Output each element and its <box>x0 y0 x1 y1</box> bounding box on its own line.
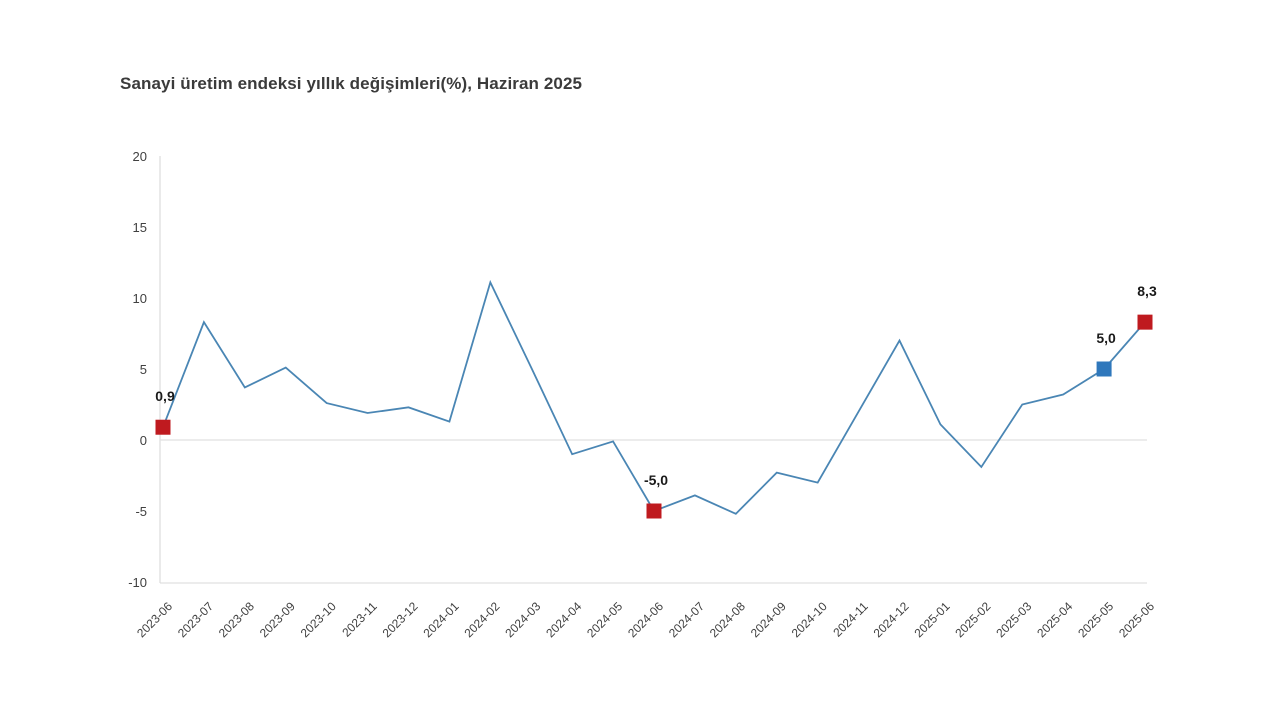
x-tick-label: 2025-02 <box>952 599 993 640</box>
x-tick-label: 2024-11 <box>830 599 871 640</box>
x-tick-label: 2023-10 <box>298 599 339 640</box>
x-tick-label: 2023-08 <box>216 599 257 640</box>
highlight-marker <box>646 503 662 519</box>
x-tick-label: 2024-06 <box>625 599 666 640</box>
x-tick-label: 2025-05 <box>1075 599 1116 640</box>
x-tick-label: 2023-11 <box>339 599 380 640</box>
highlight-marker <box>155 419 171 435</box>
x-tick-label: 2023-06 <box>134 599 175 640</box>
x-tick-label: 2024-04 <box>543 599 584 640</box>
x-tick-label: 2025-06 <box>1116 599 1157 640</box>
data-label: 5,0 <box>1096 330 1116 346</box>
data-label: 0,9 <box>155 388 175 404</box>
x-tick-label: 2023-09 <box>257 599 298 640</box>
x-tick-label: 2024-12 <box>871 599 912 640</box>
x-tick-label: 2024-08 <box>707 599 748 640</box>
x-tick-label: 2023-07 <box>175 599 216 640</box>
highlight-marker <box>1137 314 1153 330</box>
x-tick-label: 2024-02 <box>461 599 502 640</box>
x-tick-label: 2025-03 <box>993 599 1034 640</box>
x-tick-label: 2024-07 <box>666 599 707 640</box>
y-tick-label: -10 <box>128 575 147 590</box>
chart-title: Sanayi üretim endeksi yıllık değişimleri… <box>120 74 583 93</box>
highlight-marker <box>1096 361 1112 377</box>
y-tick-label: 10 <box>133 291 147 306</box>
y-tick-label: 5 <box>140 362 147 377</box>
y-tick-label: 20 <box>133 149 147 164</box>
x-tick-label: 2024-10 <box>789 599 830 640</box>
data-label: 8,3 <box>1137 283 1157 299</box>
x-tick-label: 2025-04 <box>1034 599 1075 640</box>
x-tick-label: 2024-01 <box>420 599 461 640</box>
y-tick-label: 0 <box>140 433 147 448</box>
x-tick-label: 2024-05 <box>584 599 625 640</box>
y-tick-label: -5 <box>135 504 147 519</box>
x-tick-label: 2024-03 <box>502 599 543 640</box>
data-label: -5,0 <box>644 472 668 488</box>
x-tick-label: 2024-09 <box>748 599 789 640</box>
y-tick-label: 15 <box>133 220 147 235</box>
x-tick-label: 2023-12 <box>380 599 421 640</box>
x-tick-label: 2025-01 <box>911 599 952 640</box>
